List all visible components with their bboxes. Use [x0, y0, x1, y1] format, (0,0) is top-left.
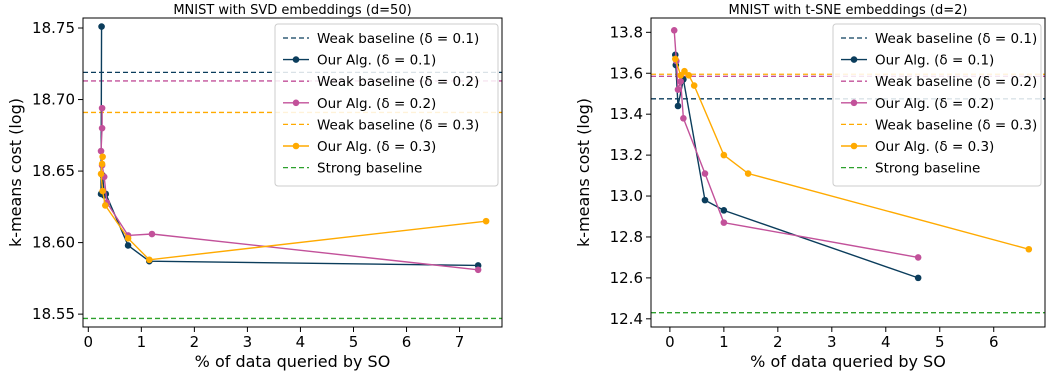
legend-label: Strong baseline [317, 161, 422, 177]
data-point [677, 78, 684, 85]
x-axis-label: % of data queried by SO [750, 352, 946, 371]
x-tick-label: 6 [989, 333, 999, 351]
data-point [914, 254, 922, 261]
data-point [98, 160, 106, 168]
x-tick-label: 7 [455, 333, 465, 351]
chart-title: MNIST with t-SNE embeddings (d=2) [729, 3, 968, 18]
legend-label: Our Alg. (δ = 0.2) [875, 96, 994, 112]
x-tick-label: 5 [935, 333, 945, 351]
legend-label: Our Alg. (δ = 0.3) [317, 139, 436, 155]
x-tick-label: 2 [190, 333, 200, 351]
legend: Weak baseline (δ = 0.1) Our Alg. (δ = 0.1… [832, 23, 1042, 187]
legend-label: Weak baseline (δ = 0.2) [317, 74, 479, 90]
x-tick-label: 0 [84, 333, 94, 351]
y-tick-label: 12.8 [610, 228, 643, 246]
x-tick-label: 3 [827, 333, 837, 351]
legend-marker [292, 142, 300, 150]
legend-marker [850, 142, 858, 150]
data-point [482, 217, 490, 225]
data-point [145, 256, 153, 264]
y-tick-label: 13.6 [610, 64, 643, 82]
x-tick-label: 5 [349, 333, 359, 351]
legend-label: Weak baseline (δ = 0.1) [317, 31, 479, 47]
legend-label: Our Alg. (δ = 0.1) [875, 53, 994, 69]
y-tick-label: 18.65 [32, 162, 75, 180]
y-tick-label: 18.75 [32, 19, 75, 37]
series-line [673, 30, 919, 259]
x-tick-label: 0 [665, 333, 675, 351]
x-tick-label: 1 [137, 333, 147, 351]
legend-marker [292, 99, 300, 107]
data-point [97, 147, 105, 155]
data-point [701, 196, 709, 204]
x-tick-label: 3 [243, 333, 253, 351]
data-point [670, 26, 678, 34]
y-tick-label: 13.0 [610, 187, 643, 205]
legend-label: Our Alg. (δ = 0.2) [317, 96, 436, 112]
legend-label: Weak baseline (δ = 0.1) [875, 31, 1037, 47]
x-tick-label: 4 [881, 333, 891, 351]
legend-box [832, 23, 1042, 187]
data-point [720, 219, 728, 226]
legend-marker [292, 56, 300, 63]
data-point [98, 23, 105, 30]
plot-frame [82, 17, 503, 328]
data-point [720, 151, 728, 159]
data-point [690, 82, 698, 89]
data-point [474, 266, 482, 274]
data-point [744, 170, 752, 177]
chart-title: MNIST with SVD embeddings (d=50) [173, 3, 411, 18]
data-point [914, 274, 922, 282]
legend-box [274, 23, 499, 187]
y-tick-label: 18.55 [32, 305, 75, 323]
legend: Weak baseline (δ = 0.1) Our Alg. (δ = 0.1… [274, 23, 499, 187]
chart-panel-1: MNIST with SVD embeddings (d=50) 0 1 2 3 4 5 6 7… [6, 3, 503, 371]
x-tick-label: 4 [296, 333, 306, 351]
legend-marker [850, 56, 858, 63]
chart-panel-2: MNIST with t-SNE embeddings (d=2) 0 1 2 3 4 5 6… [574, 3, 1046, 371]
y-tick-label: 13.2 [610, 146, 643, 164]
data-point [97, 170, 105, 178]
data-point [99, 153, 106, 161]
x-tick-label: 6 [402, 333, 412, 351]
legend-label: Weak baseline (δ = 0.3) [875, 117, 1037, 133]
y-tick-label: 18.70 [32, 91, 75, 109]
legend-label: Weak baseline (δ = 0.2) [875, 74, 1037, 90]
y-tick-label: 12.4 [610, 310, 643, 328]
data-point [720, 207, 728, 214]
x-axis-label: % of data queried by SO [195, 352, 391, 371]
data-point [124, 242, 132, 249]
data-point [674, 102, 682, 110]
data-point [98, 124, 106, 132]
legend-label: Weak baseline (δ = 0.3) [317, 117, 479, 133]
data-point [124, 235, 132, 242]
data-point [1025, 245, 1033, 253]
x-tick-label: 2 [773, 333, 783, 351]
x-tick-label: 1 [719, 333, 729, 351]
data-point [681, 67, 688, 75]
data-point [148, 230, 156, 238]
data-point [98, 104, 106, 112]
data-point [701, 170, 709, 177]
data-point [101, 202, 109, 209]
data-point [674, 86, 682, 93]
data-point [671, 55, 679, 63]
plot-frame [650, 17, 1046, 328]
data-point [685, 71, 693, 79]
data-point [99, 187, 106, 195]
y-axis-label: k-means cost (log) [6, 98, 25, 247]
legend-marker [850, 99, 858, 107]
legend-label: Strong baseline [875, 161, 980, 177]
y-tick-label: 18.60 [32, 234, 75, 252]
y-axis-label: k-means cost (log) [574, 98, 593, 247]
legend-label: Our Alg. (δ = 0.1) [317, 53, 436, 69]
data-point [680, 114, 687, 122]
y-tick-label: 13.8 [610, 23, 643, 41]
y-tick-label: 13.4 [610, 105, 643, 123]
y-tick-label: 12.6 [610, 269, 643, 287]
legend-label: Our Alg. (δ = 0.3) [875, 139, 994, 155]
